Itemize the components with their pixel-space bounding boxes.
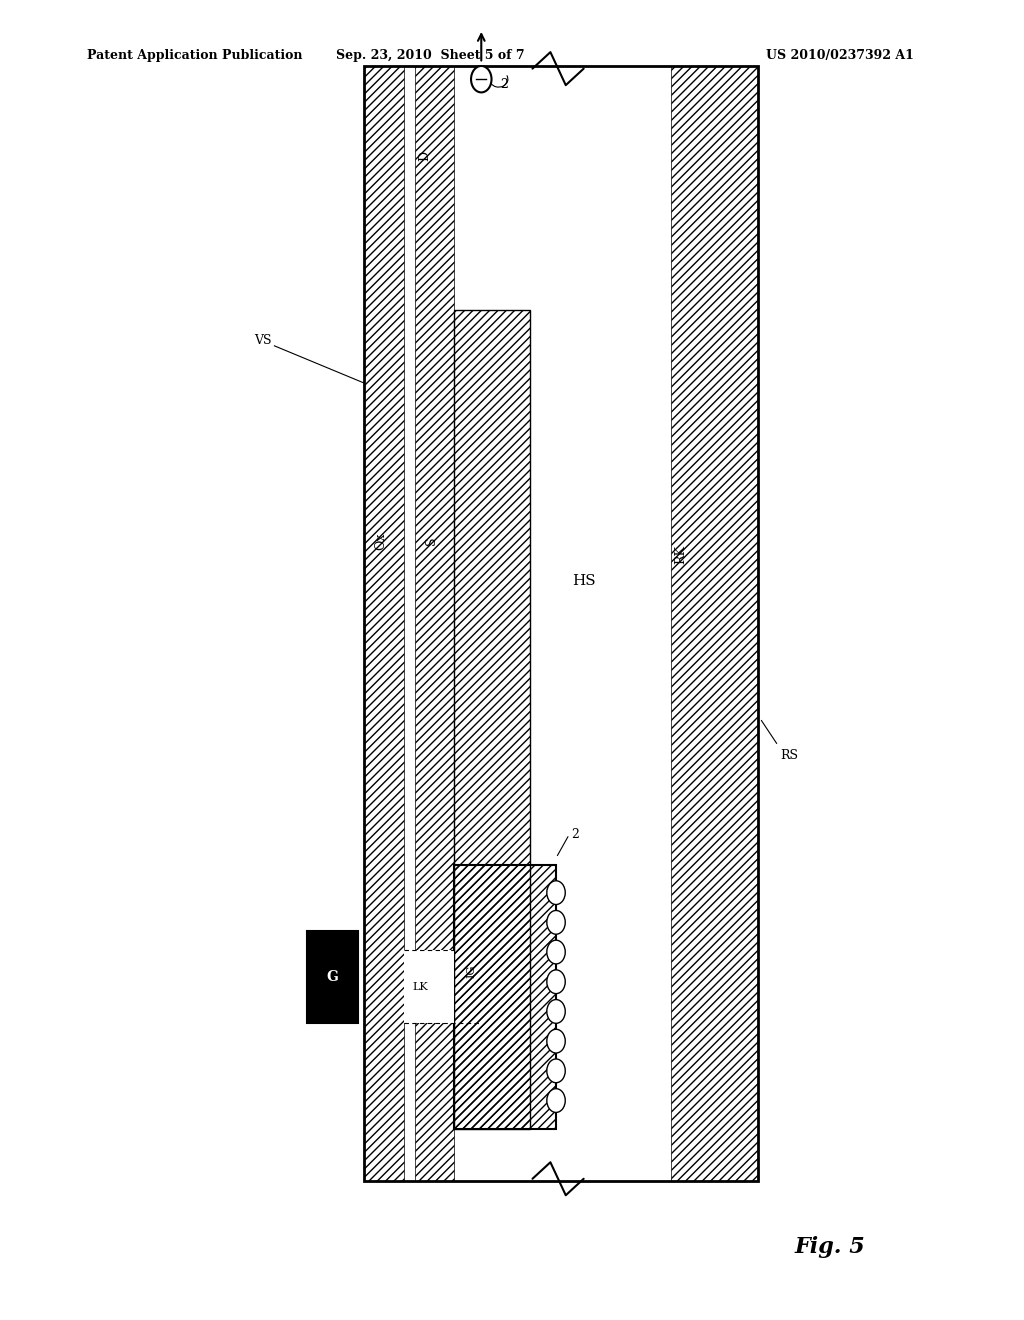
Circle shape: [547, 970, 565, 994]
Bar: [671, 66, 758, 1181]
Bar: [454, 865, 556, 1129]
Text: RS: RS: [780, 748, 799, 762]
Text: D: D: [419, 150, 431, 161]
Text: IG: IG: [466, 965, 476, 978]
Text: 2: 2: [500, 78, 508, 91]
Bar: [454, 310, 530, 1129]
Text: Sep. 23, 2010  Sheet 5 of 7: Sep. 23, 2010 Sheet 5 of 7: [336, 49, 524, 62]
Bar: [364, 66, 404, 1181]
Circle shape: [471, 66, 492, 92]
Circle shape: [547, 999, 565, 1023]
Text: S: S: [425, 537, 437, 545]
Text: VS: VS: [254, 334, 271, 347]
Circle shape: [547, 1059, 565, 1082]
Text: HS: HS: [571, 574, 596, 587]
Text: G: G: [327, 970, 339, 983]
Text: 2: 2: [571, 828, 580, 841]
Circle shape: [547, 940, 565, 964]
Text: US 2010/0237392 A1: US 2010/0237392 A1: [766, 49, 913, 62]
Circle shape: [547, 880, 565, 904]
Bar: [307, 931, 358, 1023]
Bar: [415, 66, 454, 1181]
Text: Patent Application Publication: Patent Application Publication: [87, 49, 302, 62]
Bar: [364, 66, 758, 1181]
Bar: [404, 950, 454, 1023]
Circle shape: [547, 1089, 565, 1113]
Text: Ox: Ox: [375, 532, 387, 550]
Text: LK: LK: [413, 982, 428, 993]
Circle shape: [547, 1030, 565, 1053]
Circle shape: [547, 911, 565, 935]
Text: RK: RK: [675, 545, 687, 564]
Text: Fig. 5: Fig. 5: [794, 1237, 865, 1258]
